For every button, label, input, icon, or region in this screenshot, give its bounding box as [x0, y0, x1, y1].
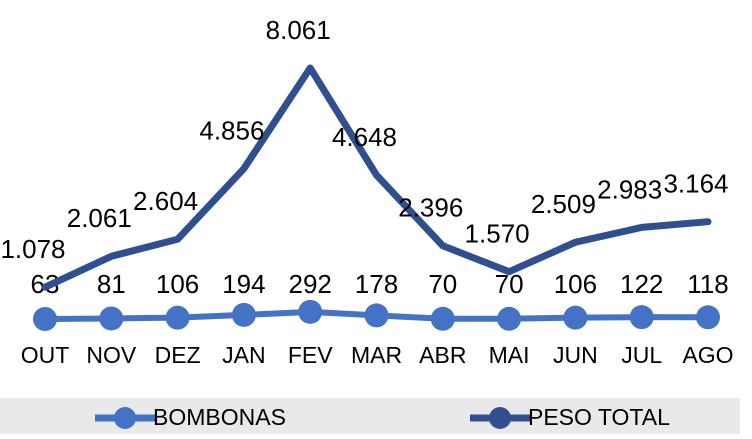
data-label: 4.648	[332, 122, 397, 152]
data-label: 1.078	[0, 234, 65, 264]
marker	[33, 307, 57, 332]
line	[41, 64, 712, 291]
marker	[430, 306, 455, 331]
x-tick-label: FEV	[288, 342, 333, 368]
data-label: 194	[222, 269, 265, 299]
data-label: 2.396	[398, 193, 463, 223]
data-label: 1.570	[465, 219, 530, 249]
data-label: 4.856	[199, 115, 264, 145]
marker	[99, 306, 124, 331]
marker	[364, 303, 389, 328]
x-tick-label: ABR	[419, 342, 466, 368]
marker	[629, 305, 654, 330]
data-label: 106	[156, 269, 199, 299]
x-tick-label: JUL	[621, 342, 662, 368]
data-label: 8.061	[266, 15, 331, 45]
x-tick-label: JUN	[553, 342, 598, 368]
data-label: 2.061	[67, 203, 132, 233]
data-label: 2.509	[531, 189, 596, 219]
legend-label: PESO TOTAL	[528, 404, 670, 430]
legend-marker	[489, 407, 511, 429]
data-label: 70	[428, 269, 457, 299]
x-tick-label: NOV	[86, 342, 137, 368]
data-label: 292	[289, 269, 332, 299]
marker	[231, 302, 256, 327]
data-label: 2.983	[597, 174, 662, 204]
legend-marker	[114, 407, 136, 429]
x-tick-label: MAI	[489, 342, 530, 368]
data-label: 3.164	[663, 169, 728, 199]
data-label: 118	[687, 269, 728, 299]
data-label: 2.604	[133, 186, 198, 216]
x-tick-label: DEZ	[155, 342, 201, 368]
marker	[298, 299, 323, 324]
data-label: 178	[355, 269, 398, 299]
data-label: 81	[97, 269, 126, 299]
legend-label: BOMBONAS	[153, 404, 286, 430]
marker	[563, 305, 588, 330]
x-tick-label: MAR	[351, 342, 402, 368]
x-tick-label: AGO	[682, 342, 733, 368]
data-label: 122	[620, 269, 663, 299]
x-tick-label: OUT	[21, 342, 70, 368]
marker	[696, 305, 720, 330]
marker	[165, 305, 190, 330]
marker	[497, 306, 522, 331]
x-tick-label: JAN	[222, 342, 265, 368]
data-label: 106	[554, 269, 597, 299]
